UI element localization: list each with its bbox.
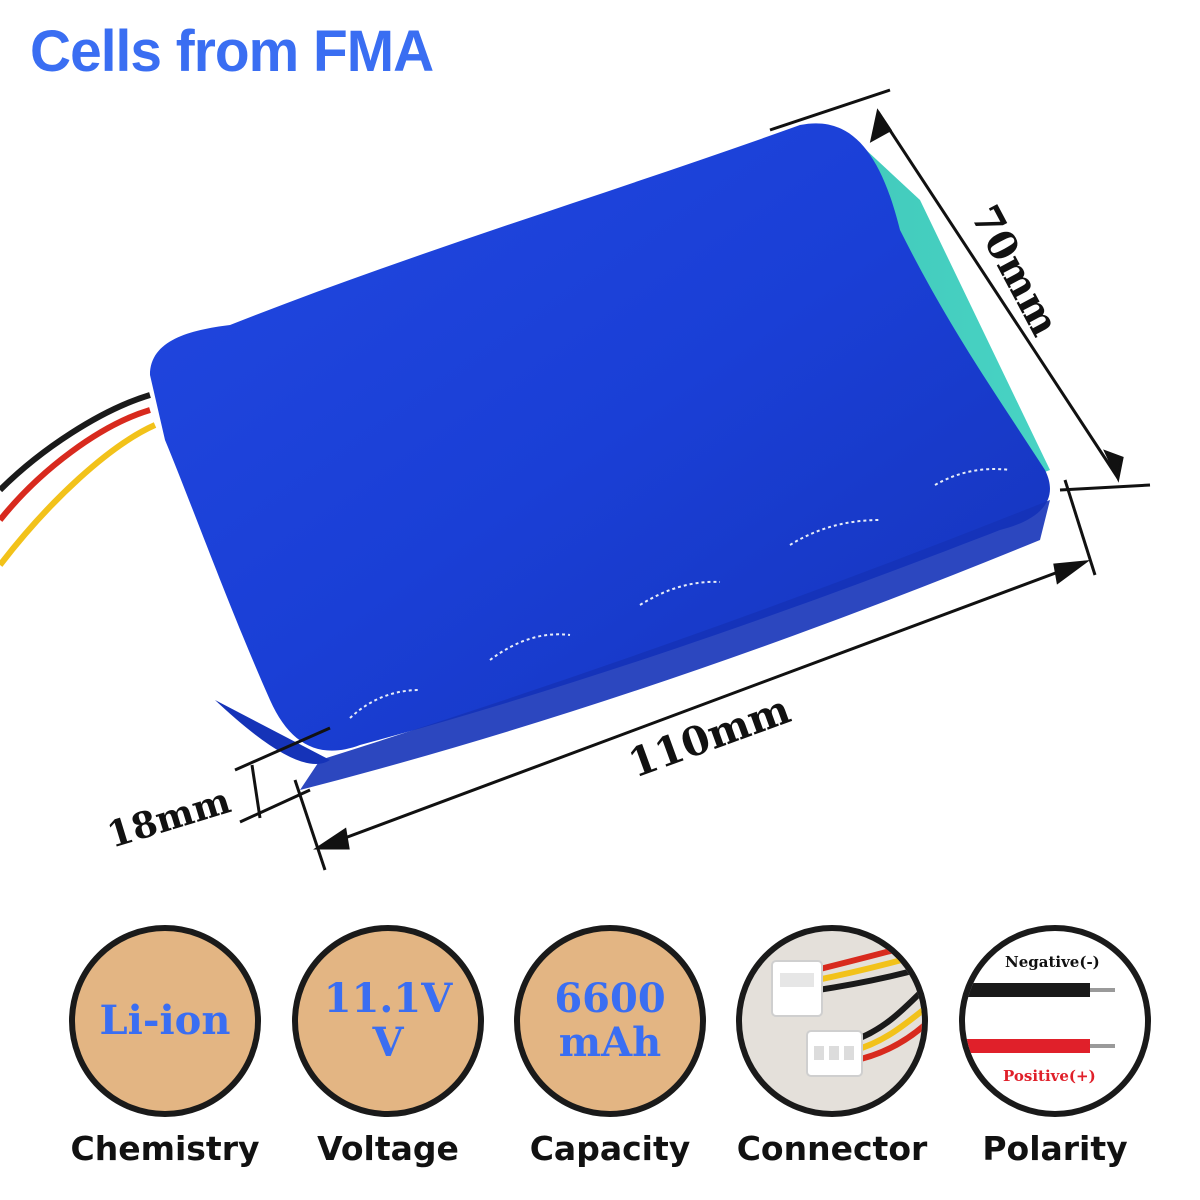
- spec-polarity: Negative(-) Positive(+) Polarity: [950, 925, 1160, 1168]
- spec-connector: Connector: [727, 925, 937, 1168]
- voltage-value: 11.1V: [323, 975, 453, 1022]
- capacity-unit: mAh: [558, 1019, 662, 1066]
- polarity-badge: Negative(-) Positive(+): [959, 925, 1151, 1117]
- voltage-badge: 11.1V V: [292, 925, 484, 1117]
- capacity-label: Capacity: [529, 1129, 691, 1168]
- chemistry-badge: Li-ion: [69, 925, 261, 1117]
- polarity-label: Polarity: [982, 1129, 1128, 1168]
- spec-chemistry: Li-ion Chemistry: [60, 925, 270, 1168]
- dimension-lines: [234, 88, 1151, 871]
- cell-ridges: [349, 468, 1011, 719]
- chemistry-value: Li-ion: [99, 997, 231, 1044]
- spec-voltage: 11.1V V Voltage: [283, 925, 493, 1168]
- positive-label: Positive(+): [1003, 1067, 1096, 1085]
- chemistry-label: Chemistry: [70, 1129, 260, 1168]
- voltage-label: Voltage: [317, 1129, 459, 1168]
- page-title: Cells from FMA: [30, 19, 434, 84]
- capacity-badge: 6600 mAh: [514, 925, 706, 1117]
- connector-badge: [736, 925, 928, 1117]
- negative-label: Negative(-): [1005, 953, 1100, 971]
- battery-illustration: 70mm 110mm 18mm: [0, 88, 1151, 871]
- connector-photo-icon: [771, 939, 922, 1077]
- voltage-unit: V: [372, 1019, 404, 1066]
- capacity-value: 6600: [554, 975, 666, 1022]
- wires: [0, 392, 157, 567]
- connector-label: Connector: [736, 1129, 928, 1168]
- polarity-wires-icon: [965, 983, 1115, 1053]
- dimension-thickness-label: 18mm: [102, 780, 235, 857]
- spec-capacity: 6600 mAh Capacity: [505, 925, 715, 1168]
